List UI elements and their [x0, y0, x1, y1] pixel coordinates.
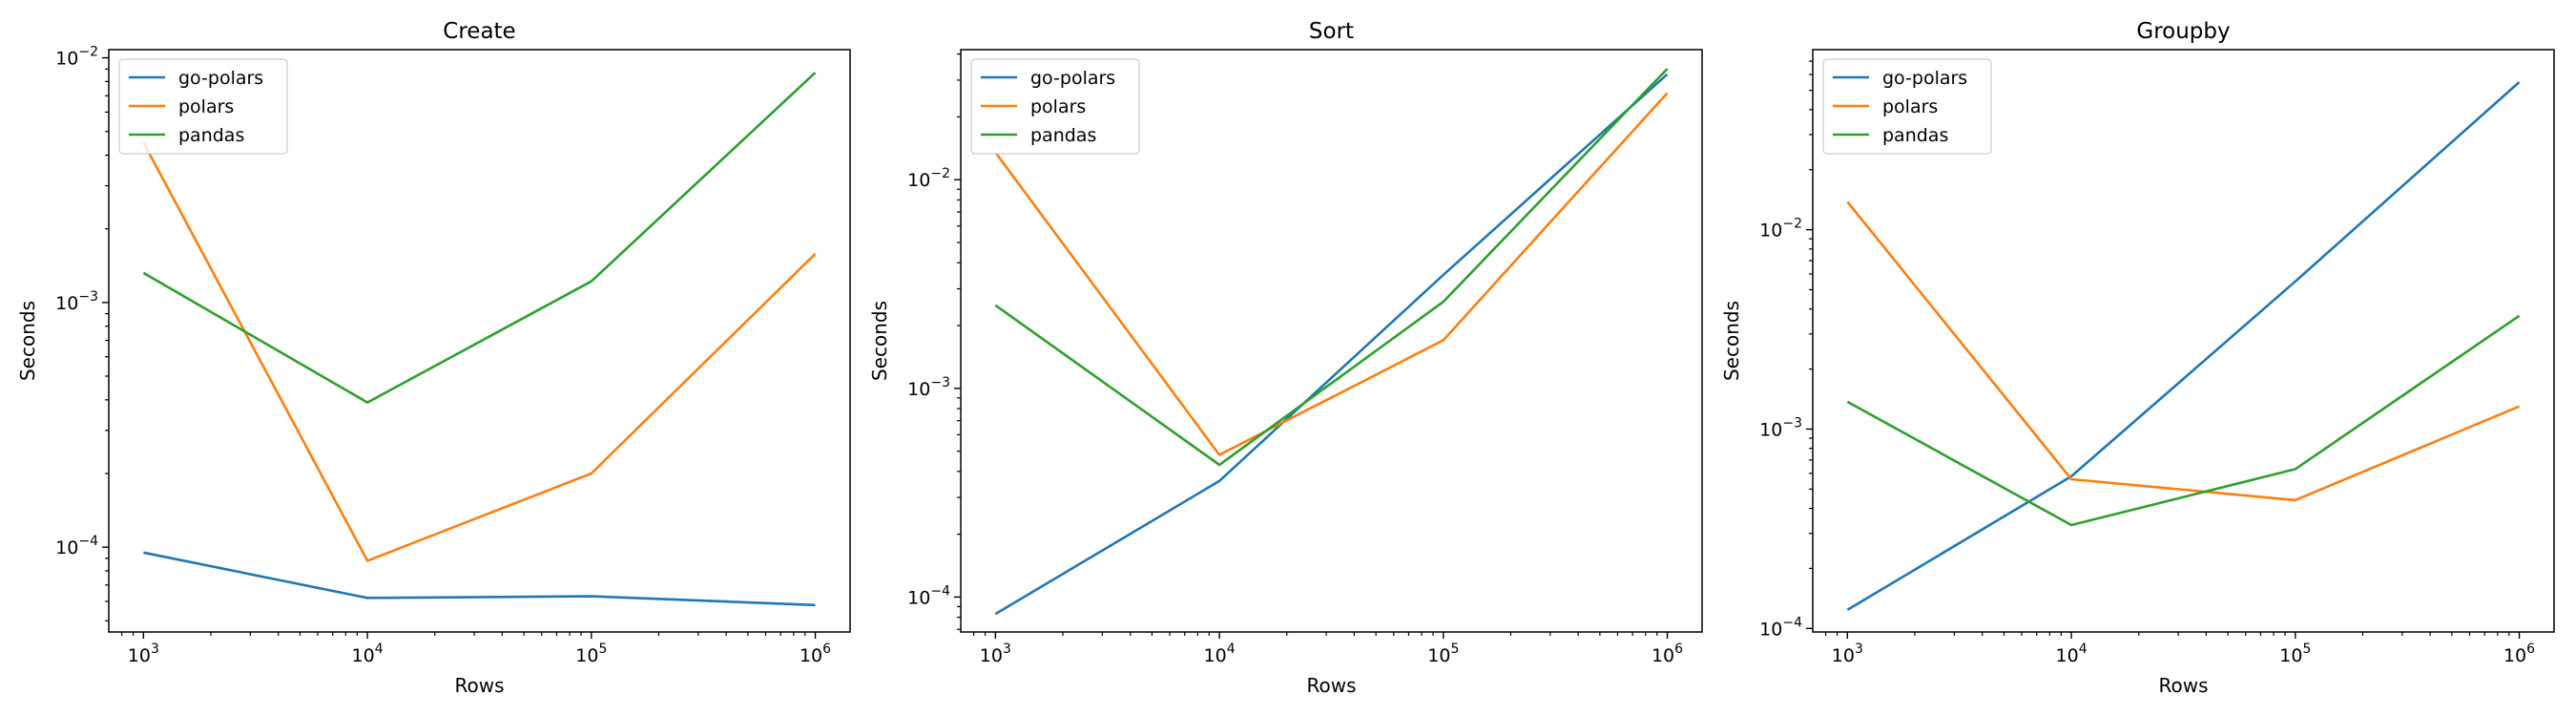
legend-label-polars: polars: [1030, 96, 1086, 117]
chart-panel-groupby: 103 104 105 106 10−4 10−3 10−2 Groupby Rows Secon…: [1720, 19, 2555, 697]
series-line-polars: [1846, 200, 2521, 502]
y-tick-label: 10−3: [55, 289, 98, 314]
x-tick-label: 106: [2503, 642, 2535, 666]
series-line-pandas: [994, 68, 1669, 467]
x-tick-label: 106: [800, 642, 831, 666]
chart-panel-create: 103 104 105 106 10−4 10−3 10−2 Create Rows Second…: [16, 19, 851, 697]
legend: go-polars polars pandas: [970, 58, 1140, 155]
y-axis-label: Seconds: [16, 301, 39, 381]
x-axis-label: Rows: [454, 674, 504, 697]
x-tick-label: 103: [128, 642, 159, 666]
x-tick-label: 106: [1652, 642, 1683, 666]
chart-title: Create: [443, 19, 515, 44]
plot-frame: [1812, 49, 2555, 633]
y-tick-label: 10−4: [55, 534, 98, 558]
legend-label-go-polars: go-polars: [1030, 68, 1115, 89]
series-line-polars: [994, 92, 1669, 456]
x-axis-label: Rows: [2158, 674, 2208, 697]
legend-box: [970, 58, 1140, 155]
x-tick-label: 104: [2056, 642, 2088, 666]
legend-label-pandas: pandas: [178, 125, 244, 146]
y-tick-label: 10−4: [907, 583, 950, 608]
series-line-go-polars: [994, 73, 1669, 616]
chart-panel-sort: 103 104 105 106 10−4 10−3 10−2 Sort Rows Seconds g…: [868, 19, 1703, 697]
series-line-pandas: [1846, 314, 2521, 527]
legend-label-polars: polars: [1882, 96, 1938, 117]
x-tick-label: 104: [352, 642, 384, 666]
x-axis-label: Rows: [1306, 674, 1356, 697]
x-tick-label: 105: [2279, 642, 2311, 666]
plot-frame: [960, 49, 1703, 633]
y-tick-label: 10−2: [907, 166, 950, 191]
plot-frame: [108, 49, 851, 633]
y-axis-label: Seconds: [1720, 301, 1743, 381]
x-tick-label: 105: [575, 642, 607, 666]
x-tick-label: 103: [1832, 642, 1863, 666]
chart-title: Groupby: [2136, 19, 2230, 44]
y-tick-label: 10−2: [55, 45, 98, 70]
legend-label-polars: polars: [178, 96, 234, 117]
y-tick-label: 10−3: [907, 375, 950, 400]
y-axis-label: Seconds: [868, 301, 891, 381]
legend-box: [118, 58, 288, 155]
chart-title: Sort: [1309, 19, 1354, 44]
series-line-go-polars: [143, 551, 816, 607]
legend-box: [1822, 58, 1992, 155]
y-tick-label: 10−3: [1759, 415, 1802, 440]
legend: go-polars polars pandas: [118, 58, 288, 155]
legend-label-pandas: pandas: [1030, 125, 1096, 146]
x-tick-label: 104: [1204, 642, 1236, 666]
y-tick-label: 10−2: [1759, 217, 1802, 242]
x-tick-label: 105: [1427, 642, 1459, 666]
legend-label-go-polars: go-polars: [178, 68, 263, 89]
legend-label-pandas: pandas: [1882, 125, 1948, 146]
y-tick-label: 10−4: [1759, 615, 1802, 640]
legend-label-go-polars: go-polars: [1882, 68, 1967, 89]
series-line-polars: [142, 141, 817, 562]
series-line-go-polars: [1846, 81, 2521, 611]
x-tick-label: 103: [980, 642, 1011, 666]
legend: go-polars polars pandas: [1822, 58, 1992, 155]
series-line-pandas: [142, 72, 817, 404]
